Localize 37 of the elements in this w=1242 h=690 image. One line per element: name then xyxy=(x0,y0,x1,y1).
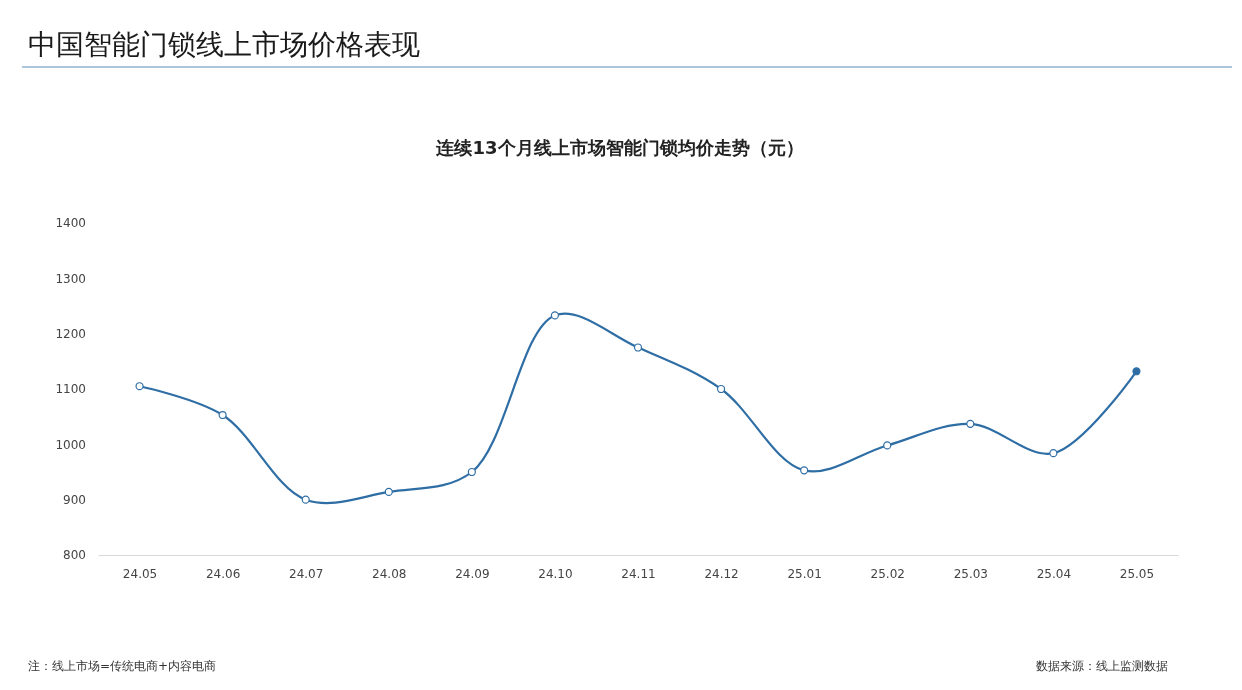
y-tick-label: 800 xyxy=(63,548,86,563)
x-tick-label: 24.07 xyxy=(289,566,324,581)
chart-title: 中国智能门锁线上市场价格表现 xyxy=(28,28,420,61)
x-tick-label: 25.04 xyxy=(1036,566,1072,581)
x-tick-label: 24.08 xyxy=(372,566,407,581)
x-tick-label: 24.05 xyxy=(122,566,158,581)
point xyxy=(800,466,809,475)
point xyxy=(301,495,310,504)
x-tick-label: 24.11 xyxy=(621,566,656,581)
y-tick-label: 900 xyxy=(63,493,86,508)
x-tick-label: 24.06 xyxy=(205,566,241,581)
x-tick-label: 24.12 xyxy=(704,566,739,581)
point xyxy=(135,382,144,391)
point xyxy=(1132,367,1141,376)
text: 注：线上市场=传统电商+内容电商 xyxy=(28,659,217,673)
point xyxy=(384,487,393,496)
y-tick-label: 1400 xyxy=(55,216,86,231)
x-tick-label: 25.01 xyxy=(787,566,822,581)
x-tick-label: 25.02 xyxy=(870,566,905,581)
y-tick-label: 1300 xyxy=(55,271,86,286)
x-tick-label: 25.05 xyxy=(1119,566,1155,581)
point xyxy=(883,441,892,450)
x-tick-label: 24.10 xyxy=(538,566,573,581)
point xyxy=(467,467,476,477)
chart-subtitle: 连续13个月线上市场智能门锁均价走势（元） xyxy=(435,137,804,158)
point xyxy=(1049,449,1058,458)
x-tick-label: 25.03 xyxy=(953,566,988,581)
point xyxy=(717,384,726,394)
point xyxy=(966,419,975,428)
point xyxy=(633,343,643,352)
y-tick-label: 1200 xyxy=(55,327,86,342)
y-tick-label: 1100 xyxy=(55,382,86,397)
x-tick-label: 24.09 xyxy=(455,566,490,581)
y-tick-label: 1000 xyxy=(55,437,86,452)
point xyxy=(550,311,559,320)
point xyxy=(218,410,227,420)
source-note: 数据来源：线上监测数据 xyxy=(1036,659,1168,673)
